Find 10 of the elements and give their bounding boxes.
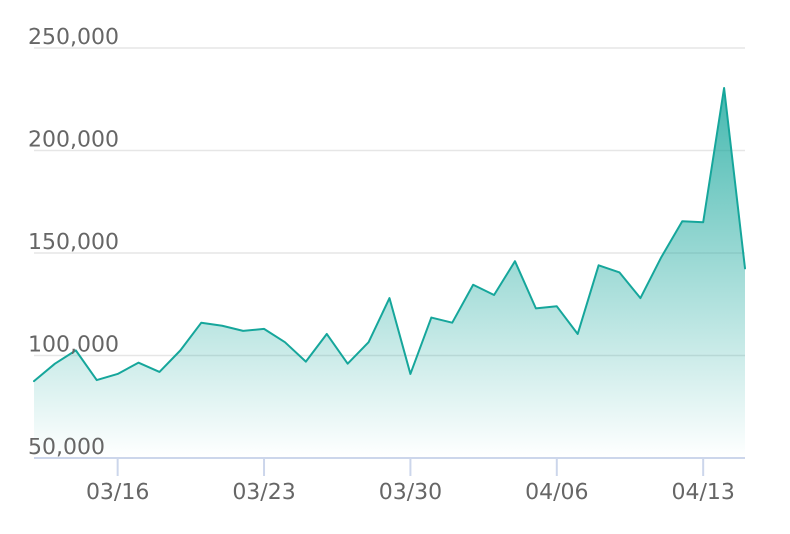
x-tick-label: 04/13 <box>671 480 735 505</box>
y-tick-label: 100,000 <box>28 332 119 358</box>
y-tick-label: 50,000 <box>28 435 105 460</box>
x-tick-label: 04/06 <box>525 480 588 505</box>
y-tick-label: 200,000 <box>28 128 119 152</box>
x-tick-label: 03/30 <box>378 480 442 505</box>
y-tick-label: 250,000 <box>28 25 119 50</box>
y-tick-label: 150,000 <box>28 230 119 255</box>
x-tick-label: 03/16 <box>86 480 150 505</box>
x-tick-label: 03/23 <box>232 480 296 505</box>
